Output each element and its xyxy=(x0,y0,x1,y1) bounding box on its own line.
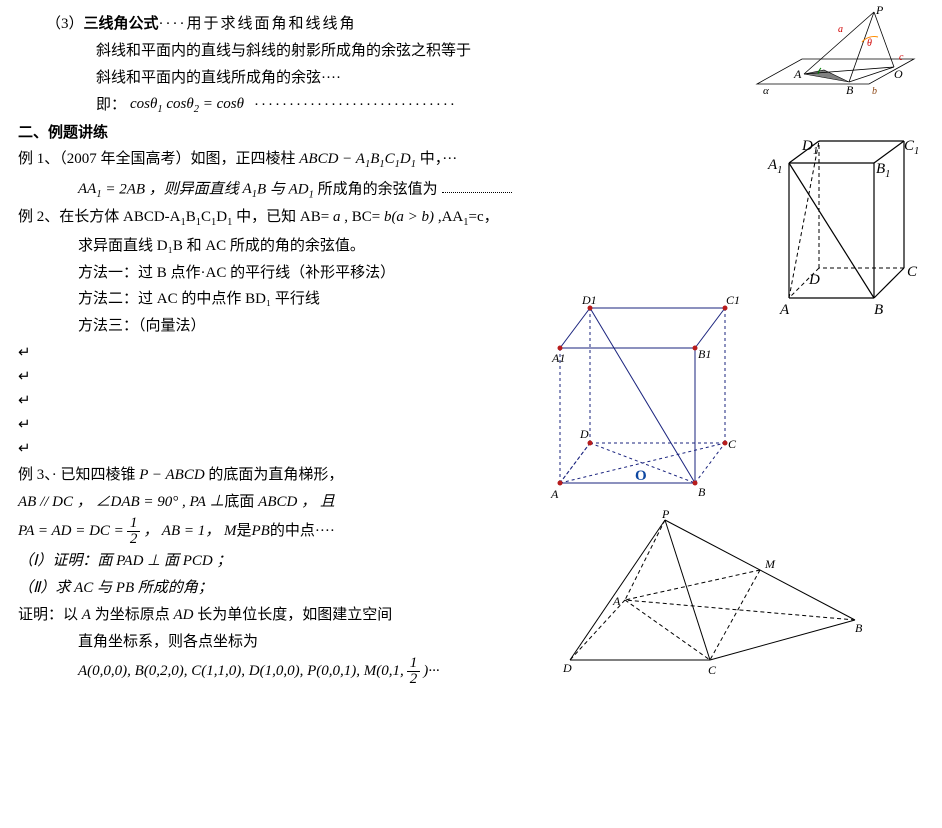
figure-cube: A1 B1 C1 D1 A B C D O xyxy=(530,278,740,508)
ex2-m2: 方法二：过 AC 的中点作 BD₁ 平行线 xyxy=(18,287,578,312)
svg-text:b: b xyxy=(872,86,877,97)
ex3-l2: AB // DC ， ∠DAB = 90° , PA ⊥底面 ABCD ， 且 xyxy=(18,490,578,515)
svg-text:α: α xyxy=(763,85,769,97)
ex2-line2: 求异面直线 D₁B 和 AC 所成的角的余弦值。 xyxy=(18,234,578,259)
ex2-m1: 方法一：过 B 点作·AC 的平行线（补形平移法） xyxy=(18,261,578,286)
svg-text:P: P xyxy=(661,510,670,521)
svg-text:A: A xyxy=(612,594,621,608)
svg-text:A: A xyxy=(779,302,790,318)
s3-title: （3）三线角公式····用于求线面角和线线角 xyxy=(18,12,578,37)
svg-text:C1: C1 xyxy=(726,293,740,307)
svg-text:C: C xyxy=(728,437,737,451)
svg-text:C: C xyxy=(708,663,717,677)
svg-text:D1: D1 xyxy=(581,293,597,307)
ex3-proof1: 证明：以 A 为坐标原点 AD 长为单位长度，如图建立空间 xyxy=(18,603,578,628)
ex1-line1: 例 1、（2007 年全国高考）如图，正四棱柱 ABCD − A1B1C1D1 … xyxy=(18,147,578,173)
heading-examples: 二、例题讲练 xyxy=(18,121,578,146)
ex3-p2: （Ⅱ）求 AC 与 PB 所成的角； xyxy=(18,576,578,601)
svg-text:O: O xyxy=(894,67,903,81)
svg-text:c: c xyxy=(899,52,904,63)
s3-line2: 斜线和平面内的直线与斜线的射影所成角的余弦之积等于 xyxy=(18,39,578,64)
svg-text:M: M xyxy=(764,557,776,571)
figure-prism: A B C D A1 B1 C1 D1 xyxy=(754,138,924,323)
document-body: （3）三线角公式····用于求线面角和线线角 斜线和平面内的直线与斜线的射影所成… xyxy=(18,12,578,687)
svg-text:B: B xyxy=(698,485,706,499)
svg-text:B: B xyxy=(846,83,854,97)
ex2-line1: 例 2、在长方体 ABCD-A1B1C1D1 中，已知 AB= a , BC= … xyxy=(18,205,578,231)
svg-text:A: A xyxy=(793,67,802,81)
ex3-l1: 例 3、· 已知四棱锥 P − ABCD 的底面为直角梯形， xyxy=(18,463,578,488)
svg-text:D: D xyxy=(579,427,589,441)
svg-text:A: A xyxy=(550,487,559,501)
svg-text:a: a xyxy=(838,24,843,35)
svg-text:A1: A1 xyxy=(767,157,782,176)
svg-text:B1: B1 xyxy=(698,347,711,361)
answer-blank xyxy=(442,176,512,194)
figure-trihedral: P A B O a b c θ α xyxy=(754,4,924,114)
svg-text:B: B xyxy=(855,621,863,635)
svg-text:D: D xyxy=(562,661,572,675)
ex3-l3: PA = AD = DC = 12 ， AB = 1， M 是 PB 的中点··… xyxy=(18,516,578,547)
blank-lines: ↵↵↵↵↵ xyxy=(18,341,578,461)
svg-text:C1: C1 xyxy=(904,138,919,157)
s3-line3: 斜线和平面内的直线所成角的余弦···· xyxy=(18,66,578,91)
svg-text:P: P xyxy=(875,4,884,17)
svg-text:D: D xyxy=(808,272,820,288)
svg-text:θ: θ xyxy=(867,38,872,49)
svg-text:B1: B1 xyxy=(876,161,890,180)
figure-pyramid: P A B C D M xyxy=(555,510,865,680)
s3-formula: 即： cosθ1 cosθ2 = cosθ ··················… xyxy=(18,92,578,118)
svg-text:A1: A1 xyxy=(551,351,565,365)
svg-text:C: C xyxy=(907,264,918,280)
svg-text:D1: D1 xyxy=(801,138,818,157)
svg-text:B: B xyxy=(874,302,883,318)
svg-text:O: O xyxy=(635,468,647,484)
ex3-coords: A(0,0,0), B(0,2,0), C(1,1,0), D(1,0,0), … xyxy=(18,656,578,687)
ex2-m3: 方法三：（向量法） xyxy=(18,314,578,339)
ex1-line2: AA1 = 2AB ，则异面直线 A1B 与 AD1 所成角的余弦值为 xyxy=(18,176,578,204)
ex3-proof2: 直角坐标系，则各点坐标为 xyxy=(18,630,578,655)
ex3-p1: （Ⅰ）证明：面 PAD ⊥ 面 PCD ； xyxy=(18,549,578,574)
